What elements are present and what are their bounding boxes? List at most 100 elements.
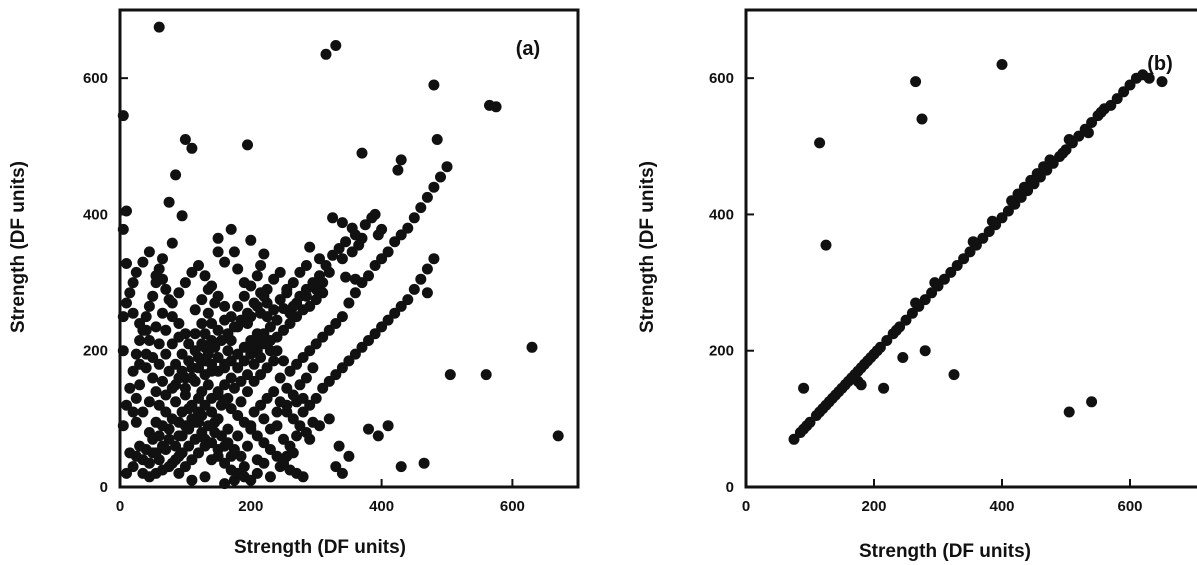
data-point <box>225 223 237 235</box>
data-point <box>232 430 244 442</box>
data-point <box>271 420 283 432</box>
data-point <box>179 134 191 145</box>
data-point <box>130 392 142 404</box>
data-point <box>314 270 325 282</box>
data-point <box>382 314 394 326</box>
data-point <box>137 256 149 268</box>
data-point <box>415 273 427 285</box>
data-point <box>343 450 355 462</box>
data-point <box>330 40 342 51</box>
data-point <box>278 355 289 367</box>
x-tick-label: 200 <box>238 498 263 515</box>
data-point <box>418 457 430 469</box>
data-point <box>232 300 244 312</box>
x-tick-label: 600 <box>1117 498 1142 515</box>
data-point <box>307 277 319 289</box>
data-point <box>153 338 165 350</box>
data-point <box>336 253 348 265</box>
data-point <box>225 372 237 384</box>
data-point <box>199 270 211 282</box>
data-point <box>274 266 286 278</box>
data-point <box>117 223 129 235</box>
data-point <box>1063 134 1075 145</box>
data-point <box>268 386 280 398</box>
data-point <box>117 311 129 323</box>
data-point <box>219 300 231 312</box>
data-point <box>219 396 231 408</box>
data-point <box>363 335 374 346</box>
data-point <box>255 260 267 271</box>
data-point <box>340 236 352 248</box>
data-point <box>369 328 381 340</box>
data-point <box>330 461 342 473</box>
data-point <box>255 369 267 381</box>
data-point <box>278 324 289 336</box>
data-point <box>258 437 270 449</box>
data-point <box>186 454 198 466</box>
data-point <box>349 287 361 299</box>
data-point <box>304 241 316 253</box>
data-point <box>130 348 142 360</box>
data-point <box>967 236 979 248</box>
data-point <box>330 318 342 329</box>
data-point <box>304 345 316 357</box>
data-point <box>281 382 293 394</box>
y-tick-label: 0 <box>100 479 108 496</box>
data-point <box>248 358 260 370</box>
data-point <box>245 341 257 353</box>
data-point <box>382 420 394 432</box>
data-point <box>343 297 355 309</box>
data-point <box>228 382 240 394</box>
data-point <box>134 358 146 370</box>
ticks-group-b: 0 200 400 600 0 200 400 600 <box>709 70 1143 515</box>
data-point <box>372 229 384 241</box>
x-tick-label: 0 <box>742 498 750 515</box>
data-point <box>225 355 237 367</box>
data-point <box>421 191 433 203</box>
data-point <box>219 379 231 391</box>
data-point <box>421 263 433 275</box>
data-point <box>232 362 244 374</box>
data-point <box>140 348 152 360</box>
data-point <box>242 369 253 381</box>
data-point <box>238 277 250 289</box>
data-point <box>160 444 172 455</box>
data-point <box>193 447 204 459</box>
data-point <box>248 297 260 309</box>
data-point <box>310 392 322 404</box>
data-point <box>199 369 211 381</box>
data-point <box>215 430 227 442</box>
data-point <box>153 358 165 370</box>
data-point <box>150 416 162 428</box>
data-point <box>1086 117 1098 128</box>
data-point <box>173 372 185 384</box>
x-tick-label: 200 <box>861 498 886 515</box>
data-point <box>258 248 270 260</box>
data-point <box>124 382 136 394</box>
data-point <box>251 270 263 282</box>
data-point <box>245 234 257 246</box>
data-point <box>143 457 155 469</box>
data-point <box>274 372 286 384</box>
data-point <box>1057 147 1069 159</box>
data-point <box>150 270 162 282</box>
data-point <box>855 379 867 391</box>
data-point <box>287 413 299 425</box>
data-point <box>137 406 149 418</box>
data-point <box>202 420 214 432</box>
data-point <box>916 113 928 125</box>
data-point <box>986 215 998 227</box>
data-point <box>353 239 365 251</box>
data-point <box>173 318 185 329</box>
data-point <box>121 467 132 479</box>
data-point <box>251 430 263 442</box>
data-point <box>310 294 322 306</box>
data-point <box>294 266 306 278</box>
data-point <box>300 372 312 384</box>
data-point <box>166 338 178 350</box>
data-point <box>919 345 931 357</box>
data-point <box>428 79 440 91</box>
data-point <box>268 273 280 285</box>
data-point <box>395 300 407 312</box>
data-point <box>228 321 240 333</box>
